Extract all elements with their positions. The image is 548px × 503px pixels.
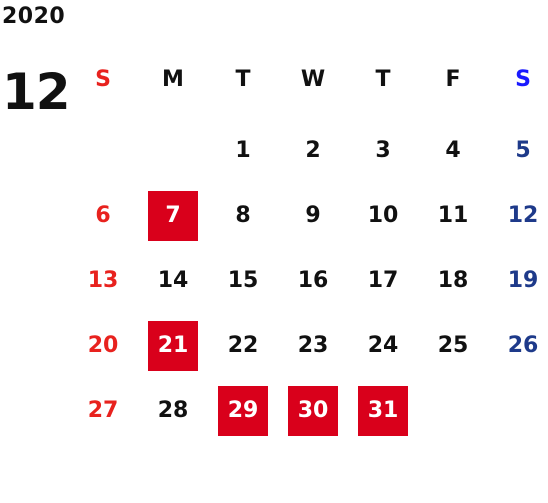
date-label: 15 xyxy=(227,268,259,293)
calendar-day-11[interactable]: 11 xyxy=(418,191,488,241)
calendar-day-17[interactable]: 17 xyxy=(348,256,418,306)
weekday-header-sat: S xyxy=(515,67,531,92)
date-label: 3 xyxy=(375,138,391,163)
holiday-date-label: 7 xyxy=(148,191,198,241)
calendar-empty-cell xyxy=(418,386,488,436)
weekday-header-thu: T xyxy=(375,67,391,92)
calendar-empty-cell xyxy=(488,386,548,436)
date-label: 6 xyxy=(95,203,111,228)
date-label: 9 xyxy=(305,203,321,228)
calendar-day-25[interactable]: 25 xyxy=(418,321,488,371)
calendar-day-8[interactable]: 8 xyxy=(208,191,278,241)
calendar-day-30[interactable]: 30 xyxy=(278,386,348,436)
calendar-day-2[interactable]: 2 xyxy=(278,126,348,176)
date-label: 22 xyxy=(227,333,259,358)
calendar-day-18[interactable]: 18 xyxy=(418,256,488,306)
date-label: 23 xyxy=(297,333,329,358)
weekday-header-sun: S xyxy=(95,67,111,92)
calendar-day-20[interactable]: 20 xyxy=(68,321,138,371)
date-label: 28 xyxy=(157,398,189,423)
calendar-day-31[interactable]: 31 xyxy=(348,386,418,436)
calendar-day-13[interactable]: 13 xyxy=(68,256,138,306)
date-label xyxy=(148,126,198,176)
calendar-day-1[interactable]: 1 xyxy=(208,126,278,176)
calendar-day-3[interactable]: 3 xyxy=(348,126,418,176)
date-label: 1 xyxy=(235,138,251,163)
calendar-empty-cell xyxy=(68,126,138,176)
month-number: 12 xyxy=(2,63,71,121)
calendar-day-7[interactable]: 7 xyxy=(138,191,208,241)
date-label: 13 xyxy=(87,268,119,293)
holiday-date-label: 29 xyxy=(218,386,268,436)
calendar-day-12[interactable]: 12 xyxy=(488,191,548,241)
calendar-day-5[interactable]: 5 xyxy=(488,126,548,176)
holiday-date-label: 30 xyxy=(288,386,338,436)
year-label: 2020 xyxy=(2,4,66,29)
calendar-day-6[interactable]: 6 xyxy=(68,191,138,241)
date-label: 8 xyxy=(235,203,251,228)
weekday-header-wed: W xyxy=(300,67,326,92)
calendar-day-15[interactable]: 15 xyxy=(208,256,278,306)
weekday-header-fri: F xyxy=(445,67,461,92)
calendar-day-21[interactable]: 21 xyxy=(138,321,208,371)
date-label xyxy=(428,386,478,436)
weekday-header-tue: T xyxy=(235,67,251,92)
date-label: 11 xyxy=(437,203,469,228)
date-label: 19 xyxy=(507,268,539,293)
date-label: 25 xyxy=(437,333,469,358)
calendar-day-19[interactable]: 19 xyxy=(488,256,548,306)
date-label: 5 xyxy=(515,138,531,163)
date-label: 14 xyxy=(157,268,189,293)
calendar-day-10[interactable]: 10 xyxy=(348,191,418,241)
calendar-day-26[interactable]: 26 xyxy=(488,321,548,371)
holiday-date-label: 21 xyxy=(148,321,198,371)
date-label: 20 xyxy=(87,333,119,358)
date-label: 26 xyxy=(507,333,539,358)
calendar-day-27[interactable]: 27 xyxy=(68,386,138,436)
holiday-date-label: 31 xyxy=(358,386,408,436)
calendar-day-23[interactable]: 23 xyxy=(278,321,348,371)
calendar-day-4[interactable]: 4 xyxy=(418,126,488,176)
calendar-day-24[interactable]: 24 xyxy=(348,321,418,371)
date-label: 17 xyxy=(367,268,399,293)
calendar-day-22[interactable]: 22 xyxy=(208,321,278,371)
date-label: 4 xyxy=(445,138,461,163)
calendar-grid: 1 2 3 4 5 6 7 8 9 10 11 12 13 14 15 16 17 18 19 20 21 22 23 24 2… xyxy=(68,126,548,451)
date-label: 10 xyxy=(367,203,399,228)
calendar-day-9[interactable]: 9 xyxy=(278,191,348,241)
calendar-day-29[interactable]: 29 xyxy=(208,386,278,436)
calendar-day-14[interactable]: 14 xyxy=(138,256,208,306)
date-label: 16 xyxy=(297,268,329,293)
date-label: 18 xyxy=(437,268,469,293)
weekday-header-mon: M xyxy=(162,67,184,92)
date-label xyxy=(78,126,128,176)
date-label: 24 xyxy=(367,333,399,358)
calendar-day-16[interactable]: 16 xyxy=(278,256,348,306)
calendar-empty-cell xyxy=(138,126,208,176)
date-label: 2 xyxy=(305,138,321,163)
date-label xyxy=(498,386,548,436)
date-label: 27 xyxy=(87,398,119,423)
calendar-day-28[interactable]: 28 xyxy=(138,386,208,436)
date-label: 12 xyxy=(507,203,539,228)
